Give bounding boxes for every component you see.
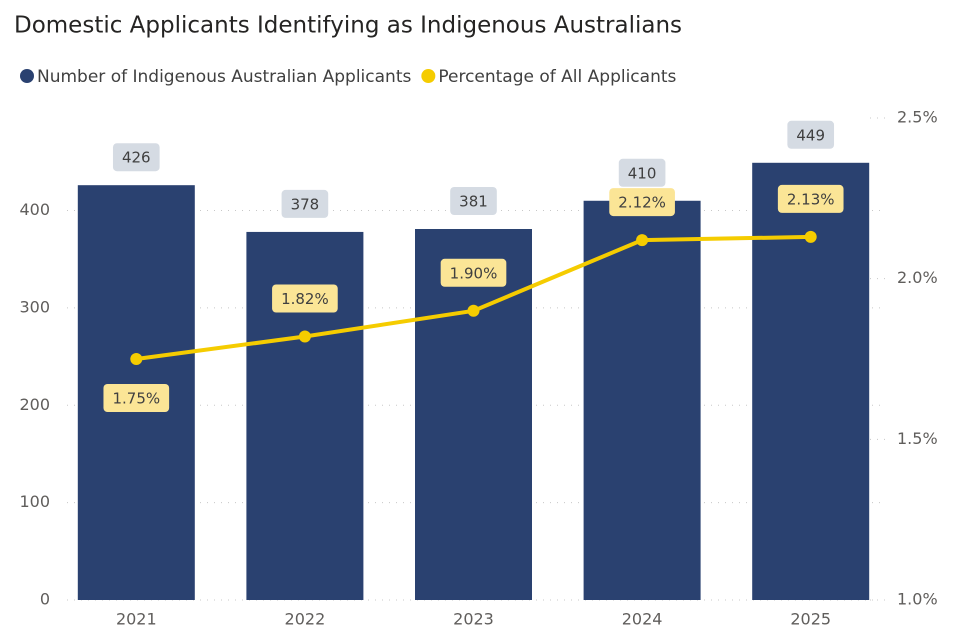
bar-label: 410 [628, 164, 657, 182]
line-label: 1.75% [112, 390, 160, 408]
line-label-box [440, 258, 507, 287]
line-point [636, 234, 649, 247]
x-tick-label: 2023 [453, 610, 494, 629]
y2-tick-label: 2.5% [897, 108, 938, 127]
x-tick-label: 2024 [622, 610, 663, 629]
chart-title: Domestic Applicants Identifying as Indig… [14, 13, 682, 39]
legend-label: Number of Indigenous Australian Applican… [37, 67, 411, 87]
line-label-box [103, 384, 170, 412]
bar-label-box [618, 158, 666, 187]
legend-marker [421, 69, 436, 83]
bar [415, 229, 532, 601]
y-tick-label: 100 [19, 492, 50, 511]
line-point [467, 304, 480, 317]
y2-tick-label: 2.0% [897, 268, 938, 287]
line-point [298, 330, 311, 343]
bar-label: 426 [122, 149, 151, 167]
x-tick-label: 2025 [790, 610, 831, 629]
y-tick-label: 200 [19, 395, 50, 414]
legend-marker [20, 69, 34, 83]
line-label: 1.82% [281, 290, 329, 308]
line-label: 2.13% [787, 190, 835, 208]
x-tick-label: 2022 [285, 610, 326, 629]
line-label-box [609, 188, 675, 217]
y2-tick-label: 1.5% [897, 429, 938, 448]
bar [752, 162, 870, 600]
line-point [804, 230, 817, 243]
bar-label-box [787, 120, 835, 149]
bar-label-box [281, 189, 329, 218]
line-label-box [272, 284, 338, 313]
bar-label-box [112, 143, 160, 172]
line-label-box [777, 184, 844, 213]
bar-label: 378 [291, 195, 320, 213]
y-tick-label: 0 [40, 590, 50, 609]
x-tick-label: 2021 [116, 610, 157, 629]
y-tick-label: 400 [19, 200, 50, 219]
line-label: 1.90% [450, 264, 498, 282]
bar-label: 381 [459, 193, 488, 211]
bar-label-box [450, 187, 497, 216]
bar-label: 449 [796, 126, 825, 144]
legend-label: Percentage of All Applicants [438, 67, 676, 87]
bar [583, 200, 701, 600]
y-tick-label: 300 [19, 297, 50, 316]
y2-tick-label: 1.0% [897, 590, 938, 609]
line-label: 2.12% [618, 194, 666, 212]
line-point [130, 353, 143, 365]
